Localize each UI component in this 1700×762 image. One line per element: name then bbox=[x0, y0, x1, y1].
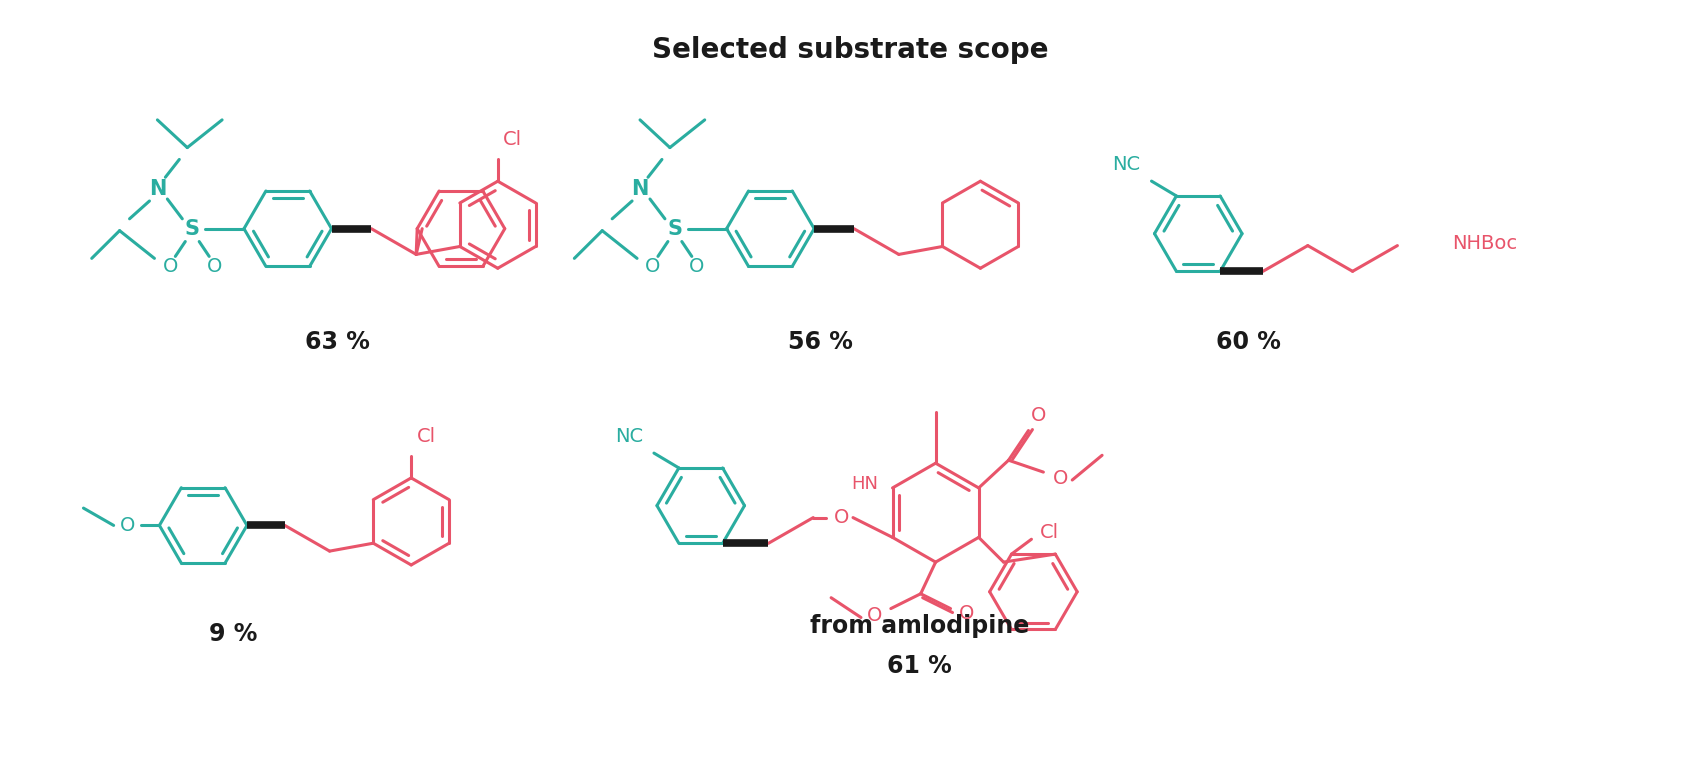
Text: O: O bbox=[1030, 406, 1046, 425]
Text: O: O bbox=[646, 257, 661, 276]
Text: O: O bbox=[206, 257, 221, 276]
Text: 60 %: 60 % bbox=[1216, 331, 1280, 354]
Text: S: S bbox=[668, 219, 682, 239]
Text: NC: NC bbox=[1112, 155, 1141, 174]
Text: Cl: Cl bbox=[1040, 523, 1059, 542]
Text: NHBoc: NHBoc bbox=[1452, 234, 1518, 253]
Text: 9 %: 9 % bbox=[209, 623, 257, 646]
Text: O: O bbox=[688, 257, 704, 276]
Text: 63 %: 63 % bbox=[304, 331, 371, 354]
Text: NC: NC bbox=[615, 427, 643, 446]
Text: S: S bbox=[185, 219, 199, 239]
Text: 56 %: 56 % bbox=[787, 331, 853, 354]
Text: Cl: Cl bbox=[503, 130, 522, 149]
Text: from amlodipine: from amlodipine bbox=[809, 614, 1028, 639]
Text: HN: HN bbox=[852, 475, 879, 493]
Text: 61 %: 61 % bbox=[887, 654, 952, 678]
Text: O: O bbox=[163, 257, 178, 276]
Text: N: N bbox=[631, 179, 649, 199]
Text: O: O bbox=[959, 604, 974, 623]
Text: Selected substrate scope: Selected substrate scope bbox=[651, 36, 1049, 64]
Text: O: O bbox=[1052, 469, 1068, 488]
Text: O: O bbox=[121, 516, 136, 535]
Text: O: O bbox=[867, 606, 882, 625]
Text: O: O bbox=[833, 508, 848, 527]
Text: Cl: Cl bbox=[416, 427, 435, 446]
Text: N: N bbox=[148, 179, 167, 199]
